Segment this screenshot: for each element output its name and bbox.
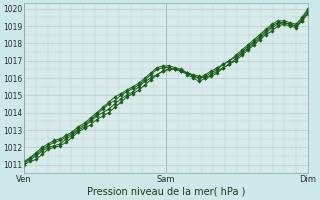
X-axis label: Pression niveau de la mer( hPa ): Pression niveau de la mer( hPa )	[87, 187, 245, 197]
